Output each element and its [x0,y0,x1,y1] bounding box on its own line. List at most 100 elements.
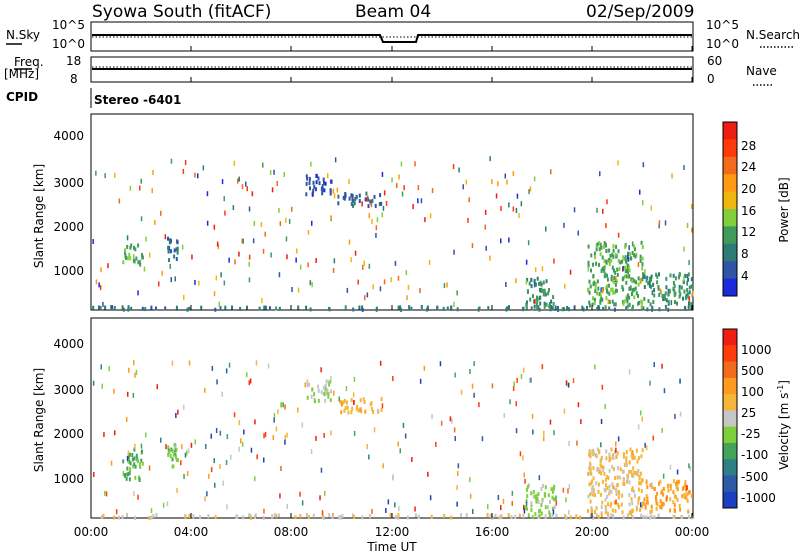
power-cell-520 [686,274,689,279]
velocity-cell-597 [491,383,494,389]
power-cell-189 [379,193,382,198]
velocity-cell-226 [540,511,543,516]
power-cell-543 [678,284,681,289]
velocity-cell-488 [659,479,662,484]
velocity-cell-136 [126,472,129,477]
power-cell-632 [397,275,400,281]
velocity-cell-170 [306,379,309,384]
power-colorbar-block-6 [723,226,737,245]
velocity-cell-265 [526,484,529,489]
velocity-cell-636 [173,445,176,451]
power-cell-689 [382,205,385,211]
power-cell-500 [676,301,678,306]
velocity-cell-78 [207,514,210,519]
power-cell-681 [198,280,200,286]
power-cell-687 [220,272,222,278]
power-cell-2 [613,307,616,312]
power-cell-404 [621,277,624,282]
velocity-cell-326 [589,499,592,504]
power-cell-748 [515,208,518,213]
velocity-cell-615 [100,364,102,370]
velocity-cell-214 [363,400,366,405]
power-cell-516 [683,289,686,294]
velocity-cell-584 [113,388,115,394]
power-cell-373 [611,287,614,292]
velocity-cell-543 [645,500,648,505]
power-cell-697 [453,301,455,307]
velocity-cell-544 [650,509,653,514]
power-cell-746 [485,245,487,251]
power-cell-784 [261,298,263,304]
velocity-cell-737 [213,458,215,464]
velocity-cell-442 [628,502,631,507]
velocity-cell-49 [328,513,331,518]
power-cell-348 [588,279,591,284]
velocity-cell-552 [676,480,678,485]
velocity-cell-10 [361,515,364,520]
power-cell-521 [673,288,676,293]
velocity-cell-408 [630,470,633,474]
power-cell-243 [538,282,541,286]
velocity-cb-tick-neg1000: -1000 [741,491,776,505]
power-cell-539 [643,274,646,279]
power-cell-456 [594,289,597,294]
power-colorbar-label: Power [dB] [777,177,791,242]
velocity-cell-337 [623,462,626,467]
power-cell-480 [650,284,653,289]
velocity-cell-745 [686,485,688,491]
velocity-cell-301 [637,456,640,461]
velocity-cell-561 [677,479,680,484]
power-cell-789 [191,254,193,260]
beam-label: Beam 04 [355,2,431,22]
velocity-cell-692 [184,452,187,458]
xtick-04: 04:00 [174,525,209,539]
velocity-cell-158 [175,455,178,460]
power-cell-624 [465,179,468,185]
power-cell-325 [634,247,636,252]
velocity-cell-695 [324,490,326,496]
power-cell-192 [350,201,353,206]
power-cell-586 [334,157,337,163]
power-cell-528 [686,288,689,293]
velocity-cell-530 [655,498,658,503]
velocity-cell-714 [254,476,256,482]
power-cell-76 [144,307,147,312]
velocity-cell-542 [644,505,647,510]
power-cell-454 [599,293,602,298]
power-cell-646 [424,217,426,223]
power-cell-100 [537,305,540,310]
velocity-cell-164 [325,390,328,395]
power-cell-452 [631,288,634,293]
power-cell-545 [663,294,666,299]
velocity-cell-184 [329,398,332,403]
power-cell-56 [456,307,459,312]
velocity-cell-126 [134,475,137,480]
power-cell-764 [366,292,369,298]
power-cell-728 [234,259,236,265]
power-cell-63 [358,305,361,310]
velocity-cell-52 [522,514,525,518]
velocity-cell-189 [317,384,320,389]
power-cell-735 [213,291,216,297]
velocity-cell-244 [547,493,550,498]
power-cell-479 [667,292,670,297]
power-cell-573 [607,299,610,305]
power-cell-424 [634,286,637,291]
velocity-cell-781 [565,380,568,386]
power-cell-237 [530,306,533,311]
velocity-colorbar-block-4 [723,394,737,411]
velocity-cell-525 [675,495,678,500]
velocity-cell-441 [626,463,628,467]
velocity-cell-480 [631,473,634,478]
velocity-cell-273 [539,508,542,513]
power-cell-89 [597,305,600,309]
power-cell-317 [641,277,644,282]
velocity-cell-758 [108,366,110,372]
velocity-cell-687 [382,463,384,469]
velocity-cell-40 [152,513,155,518]
velocity-ylabel: Slant Range [km] [32,368,46,472]
velocity-cell-609 [553,430,555,436]
power-cell-141 [168,258,171,263]
velocity-cell-398 [610,489,613,494]
power-cell-609 [307,262,309,268]
